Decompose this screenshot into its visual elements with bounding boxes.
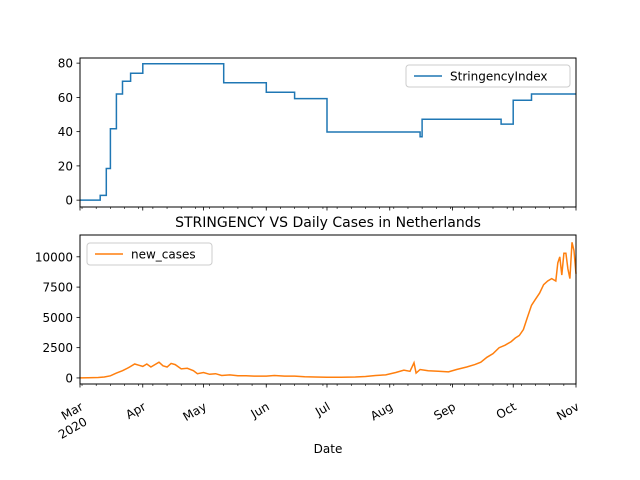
cases-legend: new_cases xyxy=(86,242,213,266)
legend-label-stringency: StringencyIndex xyxy=(450,70,548,84)
legend-box xyxy=(86,242,213,266)
stringency-y-tick-label: 80 xyxy=(58,57,73,71)
stringency-x-axis xyxy=(79,207,577,211)
stringency-y-tick-label: 0 xyxy=(65,194,73,208)
series-line-StringencyIndex xyxy=(80,63,576,201)
cases-series-group xyxy=(79,242,577,379)
cases-y-tick-label: 10000 xyxy=(35,250,73,264)
cases-y-axis: 0 2500 5000 7500 10000 xyxy=(35,250,80,385)
cases-y-tick-label: 7500 xyxy=(42,281,73,295)
cases-axes-frame xyxy=(79,234,577,385)
stringency-y-axis: 0 20 40 60 80 xyxy=(58,57,80,208)
stringency-y-tick-label: 60 xyxy=(58,91,73,105)
legend-label-cases: new_cases xyxy=(131,248,196,262)
stringency-series-group xyxy=(80,63,576,201)
x-tick-label-jul: Jul xyxy=(312,399,332,419)
stringency-legend: StringencyIndex xyxy=(405,64,571,88)
stringency-y-tick-label: 20 xyxy=(58,159,73,173)
stringency-axes-frame xyxy=(79,57,577,208)
stringency-subplot: 0 20 40 60 80 StringencyIndex xyxy=(58,57,577,211)
legend-box xyxy=(405,64,571,88)
cases-y-tick-label: 5000 xyxy=(42,311,73,325)
chart-title: STRINGENCY VS Daily Cases in Netherlands xyxy=(175,215,481,231)
cases-y-tick-label: 2500 xyxy=(42,341,73,355)
stringency-y-tick-label: 40 xyxy=(58,125,73,139)
cases-y-tick-label: 0 xyxy=(65,371,73,385)
series-line-new_cases xyxy=(79,242,577,379)
x-axis-label: Date xyxy=(314,442,343,456)
